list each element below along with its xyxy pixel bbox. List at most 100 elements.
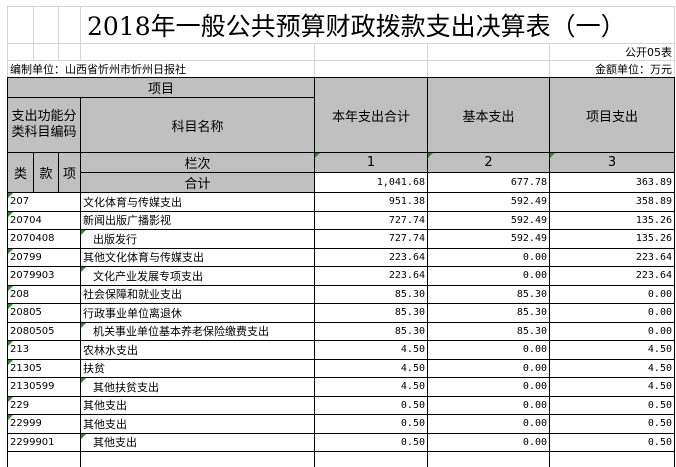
- sum-basic: 677.78: [427, 172, 550, 193]
- project-value: 0.00: [549, 321, 675, 341]
- subject-name: 社会保障和就业支出: [80, 284, 315, 304]
- empty-cell: [80, 451, 315, 467]
- sum-project: 363.89: [549, 172, 675, 193]
- sum-label: 合计: [80, 172, 315, 193]
- basic-value: 592.49: [427, 192, 550, 212]
- basic-value: 592.49: [427, 229, 550, 249]
- form-number-row: 公开05表: [7, 43, 675, 61]
- empty-cell: [549, 451, 675, 467]
- total-value: 727.74: [314, 210, 428, 230]
- subject-code: 21305: [7, 358, 81, 378]
- col-1-label: 1: [314, 152, 428, 173]
- table-row: 213 农林水支出 4.50 0.00 4.50: [7, 340, 675, 360]
- table-row: 2299901 其他支出 0.50 0.00 0.50: [7, 432, 675, 452]
- table-row: 20799 其他文化体育与传媒支出 223.64 0.00 223.64: [7, 247, 675, 267]
- header-item: 项目: [7, 77, 315, 98]
- subject-code: 207: [7, 192, 81, 212]
- total-value: 727.74: [314, 229, 428, 249]
- subject-code: 2080505: [7, 321, 81, 341]
- basic-value: 85.30: [427, 284, 550, 304]
- subject-code: 20704: [7, 210, 81, 230]
- table-row: 22999 其他支出 0.50 0.00 0.50: [7, 414, 675, 434]
- column-number-row: 类款项 栏次 1 2 3: [7, 152, 675, 193]
- basic-value: 0.00: [427, 377, 550, 397]
- basic-value: 0.00: [427, 340, 550, 360]
- subject-name: 农林水支出: [80, 340, 315, 360]
- subject-name: 其他支出: [80, 395, 315, 415]
- empty-cell: [80, 43, 315, 61]
- empty-cell: [314, 451, 428, 467]
- amount-unit: 金额单位：万元: [549, 60, 675, 78]
- project-value: 0.00: [549, 284, 675, 304]
- project-value: 0.50: [549, 395, 675, 415]
- total-value: 4.50: [314, 340, 428, 360]
- empty-cell: [314, 43, 428, 61]
- header-total: 本年支出合计: [314, 77, 428, 153]
- basic-value: 592.49: [427, 210, 550, 230]
- subject-name: 机关事业单位基本养老保险缴费支出: [80, 321, 315, 341]
- table-row: 20704 新闻出版广播影视 727.74 592.49 135.26: [7, 210, 675, 230]
- header-func-code: 支出功能分类科目编码: [7, 97, 81, 153]
- empty-cell: [427, 60, 550, 78]
- empty-cell: [33, 43, 59, 61]
- unit-row: 编制单位：山西省忻州市忻州日报社 金额单位：万元: [7, 60, 675, 78]
- basic-value: 0.00: [427, 432, 550, 452]
- empty-row: [7, 451, 675, 467]
- subject-name: 出版发行: [80, 229, 315, 249]
- project-value: 135.26: [549, 229, 675, 249]
- basic-value: 0.00: [427, 414, 550, 434]
- total-value: 0.50: [314, 432, 428, 452]
- empty-cell: [427, 43, 550, 61]
- subject-name: 行政事业单位离退休: [80, 303, 315, 323]
- project-value: 4.50: [549, 377, 675, 397]
- project-value: 0.50: [549, 414, 675, 434]
- subject-code: 208: [7, 284, 81, 304]
- budget-table: 2018年一般公共预算财政拨款支出决算表（一） 公开05表 编制单位：山西省忻州…: [7, 6, 675, 467]
- project-value: 4.50: [549, 340, 675, 360]
- project-value: 0.50: [549, 432, 675, 452]
- basic-value: 85.30: [427, 303, 550, 323]
- table-row: 229 其他支出 0.50 0.00 0.50: [7, 395, 675, 415]
- subject-name: 文化产业发展专项支出: [80, 266, 315, 286]
- header-row: 项目 本年支出合计 基本支出 项目支出: [7, 77, 675, 153]
- total-value: 223.64: [314, 247, 428, 267]
- table-row: 2080505 机关事业单位基本养老保险缴费支出 85.30 85.30 0.0…: [7, 321, 675, 341]
- form-number: 公开05表: [549, 43, 675, 61]
- header-lei: 类: [7, 152, 34, 193]
- subject-name: 其他支出: [80, 432, 315, 452]
- project-value: 0.00: [549, 303, 675, 323]
- empty-cell: [7, 43, 34, 61]
- subject-code: 22999: [7, 414, 81, 434]
- empty-cell: [7, 451, 81, 467]
- subject-name: 扶贫: [80, 358, 315, 378]
- basic-value: 0.00: [427, 358, 550, 378]
- project-value: 358.89: [549, 192, 675, 212]
- header-basic: 基本支出: [427, 77, 550, 153]
- title-row: 2018年一般公共预算财政拨款支出决算表（一）: [7, 6, 675, 44]
- header-col-order: 栏次: [80, 152, 315, 173]
- project-value: 4.50: [549, 358, 675, 378]
- project-value: 223.64: [549, 266, 675, 286]
- sum-row: 合计 1,041.68 677.78 363.89: [8, 172, 675, 193]
- empty-cell: [7, 6, 34, 44]
- project-value: 135.26: [549, 210, 675, 230]
- table-row: 207 文化体育与传媒支出 951.38 592.49 358.89: [7, 192, 675, 212]
- header-kuan: 款: [33, 152, 59, 193]
- project-value: 223.64: [549, 247, 675, 267]
- subject-code: 20805: [7, 303, 81, 323]
- header-project: 项目支出: [549, 77, 675, 153]
- col-3-label: 3: [549, 152, 675, 173]
- total-value: 4.50: [314, 358, 428, 378]
- header-row: 支出功能分类科目编码 科目名称: [7, 97, 675, 153]
- subject-code: 20799: [7, 247, 81, 267]
- total-value: 951.38: [314, 192, 428, 212]
- header-xiang: 项: [58, 152, 81, 193]
- basic-value: 0.00: [427, 395, 550, 415]
- subject-code: 2079903: [7, 266, 81, 286]
- basic-value: 0.00: [427, 247, 550, 267]
- subject-name: 其他文化体育与传媒支出: [80, 247, 315, 267]
- subject-code: 229: [7, 395, 81, 415]
- basic-value: 85.30: [427, 321, 550, 341]
- total-value: 0.50: [314, 414, 428, 434]
